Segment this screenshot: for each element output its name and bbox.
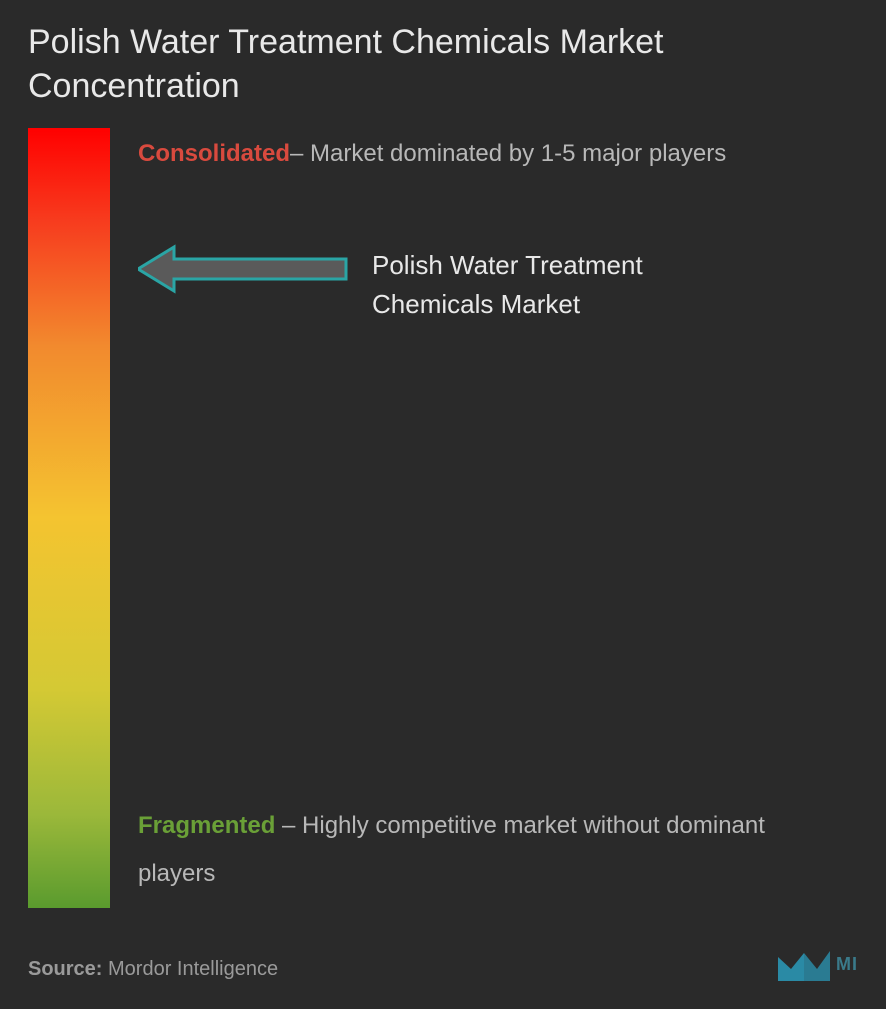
consolidated-strong: Consolidated [138, 140, 290, 167]
concentration-gradient-bar [28, 128, 110, 908]
fragmented-label: Fragmented – Highly competitive market w… [138, 802, 838, 898]
logo-text: MI [836, 954, 858, 975]
chart-content: Consolidated– Market dominated by 1-5 ma… [28, 128, 858, 908]
consolidated-label: Consolidated– Market dominated by 1-5 ma… [138, 128, 858, 178]
arrow-left-icon [138, 244, 348, 294]
market-position-label: Polish Water Treatment Chemicals Market [372, 244, 752, 324]
source-value: Mordor Intelligence [102, 958, 278, 980]
consolidated-rest: – Market dominated by 1-5 major players [290, 140, 726, 167]
source-attribution: Source: Mordor Intelligence [28, 958, 278, 981]
chart-title: Polish Water Treatment Chemicals Market … [28, 20, 858, 108]
logo: MI [778, 947, 858, 981]
footer: Source: Mordor Intelligence MI [28, 947, 858, 981]
source-label: Source: [28, 958, 102, 980]
fragmented-strong: Fragmented [138, 812, 275, 839]
labels-area: Consolidated– Market dominated by 1-5 ma… [110, 128, 858, 908]
market-position-arrow-group: Polish Water Treatment Chemicals Market [138, 244, 752, 324]
logo-icon [778, 947, 830, 981]
